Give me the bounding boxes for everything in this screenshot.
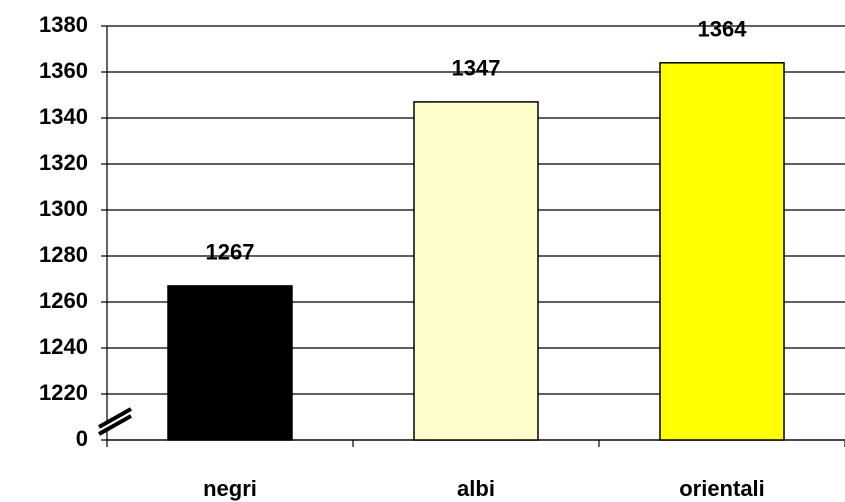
bar xyxy=(413,101,539,441)
y-tick-label: 1320 xyxy=(39,150,88,175)
x-tick-label: albi xyxy=(457,476,495,501)
value-label: 1347 xyxy=(452,56,501,81)
y-tick-label: 1300 xyxy=(39,196,88,221)
bar xyxy=(659,62,785,441)
axis-break xyxy=(98,407,132,429)
x-tick-label: negri xyxy=(203,476,257,501)
y-tick-label: 1220 xyxy=(39,380,88,405)
y-tick-label: 1360 xyxy=(39,58,88,83)
value-label: 1267 xyxy=(206,240,255,265)
bar xyxy=(167,285,293,441)
y-tick-label: 1260 xyxy=(39,288,88,313)
y-tick-label: 1280 xyxy=(39,242,88,267)
y-tick-label: 1340 xyxy=(39,104,88,129)
x-tick-label: orientali xyxy=(679,476,765,501)
y-tick-label: 0 xyxy=(76,426,88,451)
value-label: 1364 xyxy=(698,17,748,42)
y-tick-label: 1240 xyxy=(39,334,88,359)
y-tick-label: 1380 xyxy=(39,12,88,37)
axis-break xyxy=(98,414,132,436)
